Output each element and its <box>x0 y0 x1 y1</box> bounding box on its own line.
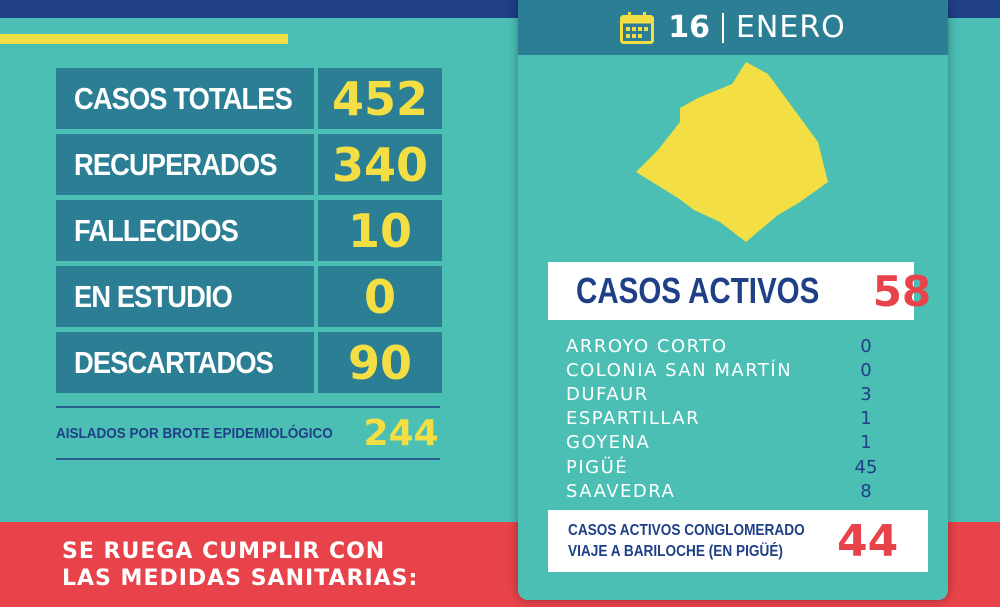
list-item: ARROYO CORTO 0 <box>566 334 886 358</box>
isolated-value: 244 <box>363 412 439 454</box>
stat-value: 90 <box>318 332 442 393</box>
stat-value: 0 <box>318 266 442 327</box>
locality-count: 0 <box>860 335 872 357</box>
active-cases-value: 58 <box>872 266 932 316</box>
list-item: ESPARTILLAR 1 <box>566 407 886 431</box>
calendar-icon <box>620 11 655 44</box>
isolated-label: AISLADOS POR BROTE EPIDEMIOLÓGICO <box>56 424 333 442</box>
list-item: COLONIA SAN MARTÍN 0 <box>566 358 886 382</box>
locality-name: DUFAUR <box>566 383 649 405</box>
locality-name: GOYENA <box>566 432 651 454</box>
stat-label-text: DESCARTADOS <box>74 344 274 380</box>
stat-label: CASOS TOTALES <box>56 68 314 129</box>
isolated-row: AISLADOS POR BROTE EPIDEMIOLÓGICO 244 <box>56 406 440 460</box>
date-header: 16 ENERO <box>518 0 948 55</box>
stat-label: FALLECIDOS <box>56 200 314 261</box>
stat-label-text: EN ESTUDIO <box>74 278 233 314</box>
date-separator <box>721 12 724 43</box>
locality-count: 3 <box>860 383 872 405</box>
list-item: SAAVEDRA 8 <box>566 479 886 503</box>
sanitary-measures-notice: SE RUEGA CUMPLIR CON LAS MEDIDAS SANITAR… <box>62 538 482 592</box>
top-yellow-stripe <box>0 34 288 44</box>
stat-label-text: FALLECIDOS <box>74 212 239 248</box>
district-map-shape <box>636 62 828 242</box>
date-day: 16 <box>668 10 710 45</box>
locality-name: SAAVEDRA <box>566 480 676 502</box>
locality-name: PIGÜÉ <box>566 456 629 478</box>
stat-value: 340 <box>318 134 442 195</box>
active-cases-box: CASOS ACTIVOS 58 <box>548 262 931 320</box>
stat-value: 10 <box>318 200 442 261</box>
cluster-value: 44 <box>836 515 899 567</box>
cluster-label-line-1: CASOS ACTIVOS CONGLOMERADO <box>568 522 805 539</box>
locality-count: 1 <box>860 408 872 430</box>
stat-label-text: CASOS TOTALES <box>74 80 293 116</box>
stat-label: EN ESTUDIO <box>56 266 314 327</box>
cluster-cases-box: CASOS ACTIVOS CONGLOMERADO VIAJE A BARIL… <box>548 510 928 572</box>
stats-table: CASOS TOTALES 452 RECUPERADOS 340 FALLEC… <box>56 68 442 398</box>
locality-name: COLONIA SAN MARTÍN <box>566 359 793 381</box>
locality-count: 1 <box>860 432 872 454</box>
stat-value: 452 <box>318 68 442 129</box>
active-cases-label: CASOS ACTIVOS <box>576 270 820 311</box>
locality-count: 0 <box>860 359 872 381</box>
date-month: ENERO <box>735 10 846 45</box>
list-item: DUFAUR 3 <box>566 382 886 406</box>
localities-list: ARROYO CORTO 0 COLONIA SAN MARTÍN 0 DUFA… <box>566 334 886 503</box>
locality-name: ARROYO CORTO <box>566 335 728 357</box>
stat-row-under-study: EN ESTUDIO 0 <box>56 266 442 327</box>
cluster-label-line-2: VIAJE A BARILOCHE (EN PIGÜÉ) <box>568 543 783 560</box>
notice-line-2: LAS MEDIDAS SANITARIAS: <box>62 566 419 591</box>
stat-label-text: RECUPERADOS <box>74 146 277 182</box>
active-cases-panel: 16 ENERO CASOS ACTIVOS 58 ARROYO CORTO 0… <box>518 0 948 600</box>
stat-label: RECUPERADOS <box>56 134 314 195</box>
list-item: PIGÜÉ 45 <box>566 455 886 479</box>
locality-count: 45 <box>854 456 878 478</box>
locality-name: ESPARTILLAR <box>566 408 701 430</box>
stat-label: DESCARTADOS <box>56 332 314 393</box>
stat-row-deceased: FALLECIDOS 10 <box>56 200 442 261</box>
stat-row-total: CASOS TOTALES 452 <box>56 68 442 129</box>
stat-row-discarded: DESCARTADOS 90 <box>56 332 442 393</box>
cluster-label: CASOS ACTIVOS CONGLOMERADO VIAJE A BARIL… <box>568 520 805 562</box>
stat-row-recovered: RECUPERADOS 340 <box>56 134 442 195</box>
notice-line-1: SE RUEGA CUMPLIR CON <box>62 539 386 564</box>
locality-count: 8 <box>860 480 872 502</box>
list-item: GOYENA 1 <box>566 431 886 455</box>
